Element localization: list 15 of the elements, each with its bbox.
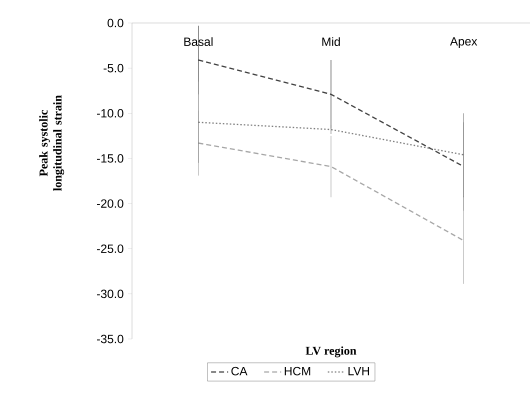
x-axis-title: LV region (306, 346, 356, 358)
y-tick-label: -10.0 (96, 109, 124, 118)
y-tick-label: 0.0 (108, 18, 124, 28)
y-tick-label: -30.0 (96, 290, 124, 298)
y-tick-label: -5.0 (104, 64, 124, 72)
y-tick-label: -35.0 (96, 334, 124, 344)
y-axis-title: Peak systolic longitudinal strain (39, 95, 64, 191)
legend-label: CA (231, 366, 248, 376)
y-tick-label: -20.0 (96, 199, 124, 208)
y-tick-label: -25.0 (96, 244, 124, 253)
y-tick-label: -15.0 (96, 154, 124, 163)
x-tick-label: Apex (450, 37, 478, 48)
legend-label: LVH (348, 366, 369, 376)
legend-label: HCM (284, 366, 310, 376)
x-tick-label: Mid (322, 37, 340, 46)
